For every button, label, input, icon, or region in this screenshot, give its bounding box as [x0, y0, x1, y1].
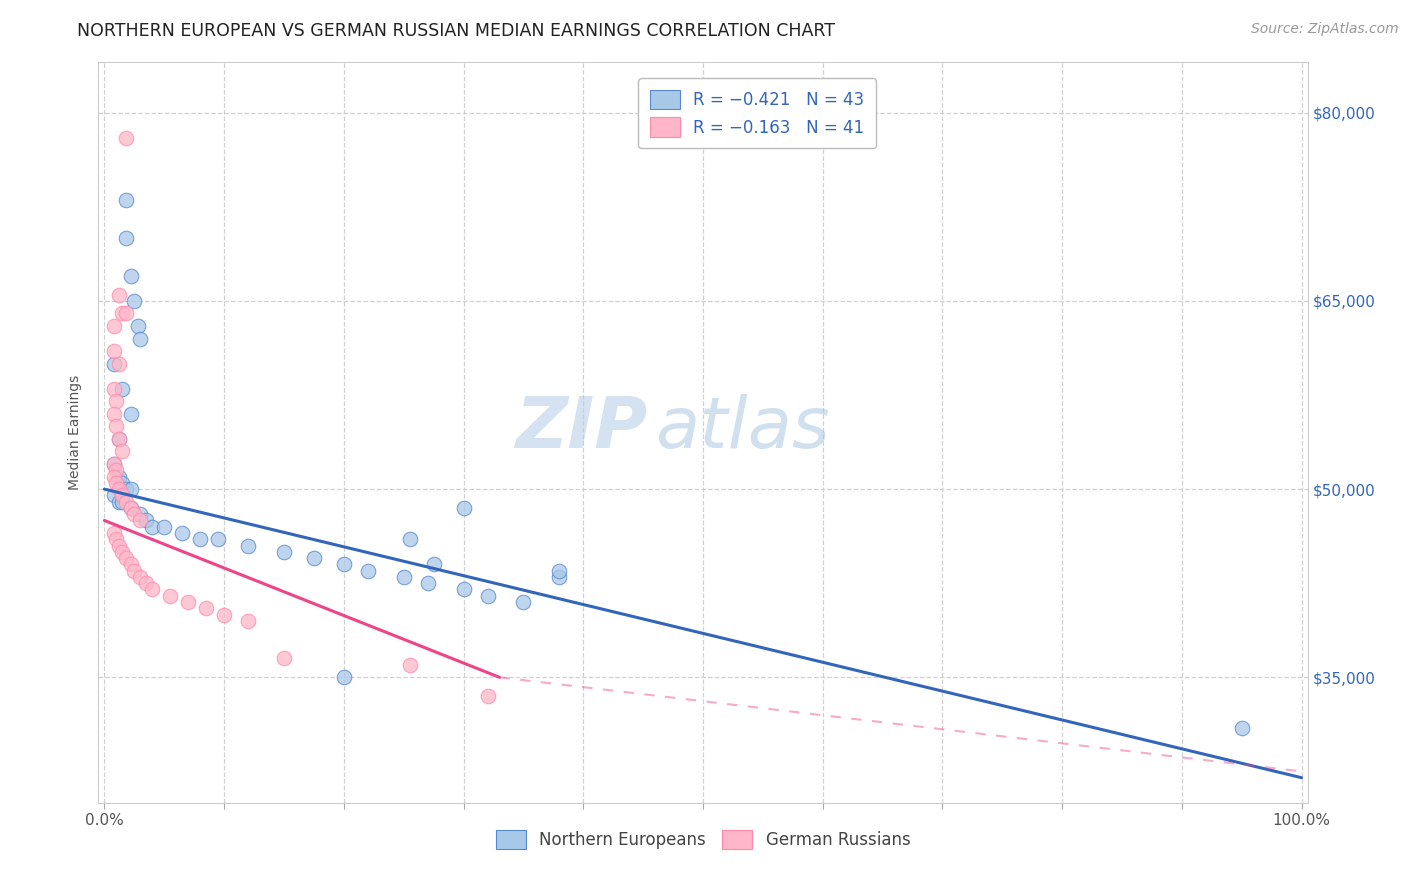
Point [177, 595, 200, 609]
Point [453, 582, 475, 597]
Point [103, 357, 125, 371]
Point [512, 595, 534, 609]
Point [236, 539, 259, 553]
Point [107, 357, 129, 371]
Point [477, 589, 499, 603]
Point [129, 331, 152, 345]
Point [273, 651, 295, 665]
Point [103, 318, 125, 333]
Point [105, 533, 128, 547]
Point [422, 558, 444, 572]
Point [273, 545, 295, 559]
Point [105, 419, 128, 434]
Point [120, 500, 142, 515]
Point [107, 287, 129, 301]
Point [105, 475, 128, 490]
Point [141, 520, 163, 534]
Point [115, 194, 138, 208]
Text: NORTHERN EUROPEAN VS GERMAN RUSSIAN MEDIAN EARNINGS CORRELATION CHART: NORTHERN EUROPEAN VS GERMAN RUSSIAN MEDI… [77, 22, 835, 40]
Point [141, 582, 163, 597]
Point [103, 407, 125, 421]
Point [124, 507, 146, 521]
Point [127, 318, 149, 333]
Point [120, 500, 142, 515]
Point [107, 494, 129, 508]
Point [107, 482, 129, 496]
Y-axis label: Median Earnings: Median Earnings [69, 375, 83, 491]
Point [115, 482, 138, 496]
Point [120, 268, 142, 283]
Point [398, 533, 420, 547]
Point [159, 589, 181, 603]
Point [111, 545, 134, 559]
Point [107, 539, 129, 553]
Point [357, 564, 380, 578]
Point [103, 526, 125, 541]
Point [111, 475, 134, 490]
Point [333, 558, 356, 572]
Point [124, 293, 146, 308]
Text: ZIP: ZIP [516, 394, 648, 464]
Point [236, 614, 259, 628]
Point [111, 444, 134, 458]
Point [111, 488, 134, 502]
Point [103, 382, 125, 396]
Text: Source: ZipAtlas.com: Source: ZipAtlas.com [1251, 22, 1399, 37]
Point [120, 482, 142, 496]
Point [212, 607, 235, 622]
Point [111, 494, 134, 508]
Point [115, 231, 138, 245]
Point [135, 576, 157, 591]
Point [107, 432, 129, 446]
Point [207, 533, 229, 547]
Point [153, 520, 176, 534]
Point [115, 306, 138, 320]
Point [115, 130, 138, 145]
Point [115, 551, 138, 566]
Point [103, 344, 125, 359]
Point [103, 469, 125, 483]
Point [302, 551, 325, 566]
Point [477, 689, 499, 703]
Point [103, 457, 125, 471]
Point [548, 564, 571, 578]
Point [103, 488, 125, 502]
Point [111, 306, 134, 320]
Point [107, 432, 129, 446]
Legend: Northern Europeans, German Russians: Northern Europeans, German Russians [488, 822, 918, 857]
Point [172, 526, 194, 541]
Point [129, 507, 152, 521]
Point [453, 500, 475, 515]
Text: atlas: atlas [655, 394, 830, 464]
Point [105, 463, 128, 477]
Point [188, 533, 211, 547]
Point [107, 469, 129, 483]
Point [129, 570, 152, 584]
Point [416, 576, 439, 591]
Point [105, 394, 128, 409]
Point [124, 564, 146, 578]
Point [111, 382, 134, 396]
Point [135, 513, 157, 527]
Point [103, 457, 125, 471]
Point [195, 601, 218, 615]
Point [120, 558, 142, 572]
Point [129, 513, 152, 527]
Point [333, 670, 356, 684]
Point [1230, 721, 1253, 735]
Point [392, 570, 415, 584]
Point [120, 407, 142, 421]
Point [115, 494, 138, 508]
Point [548, 570, 571, 584]
Point [398, 657, 420, 672]
